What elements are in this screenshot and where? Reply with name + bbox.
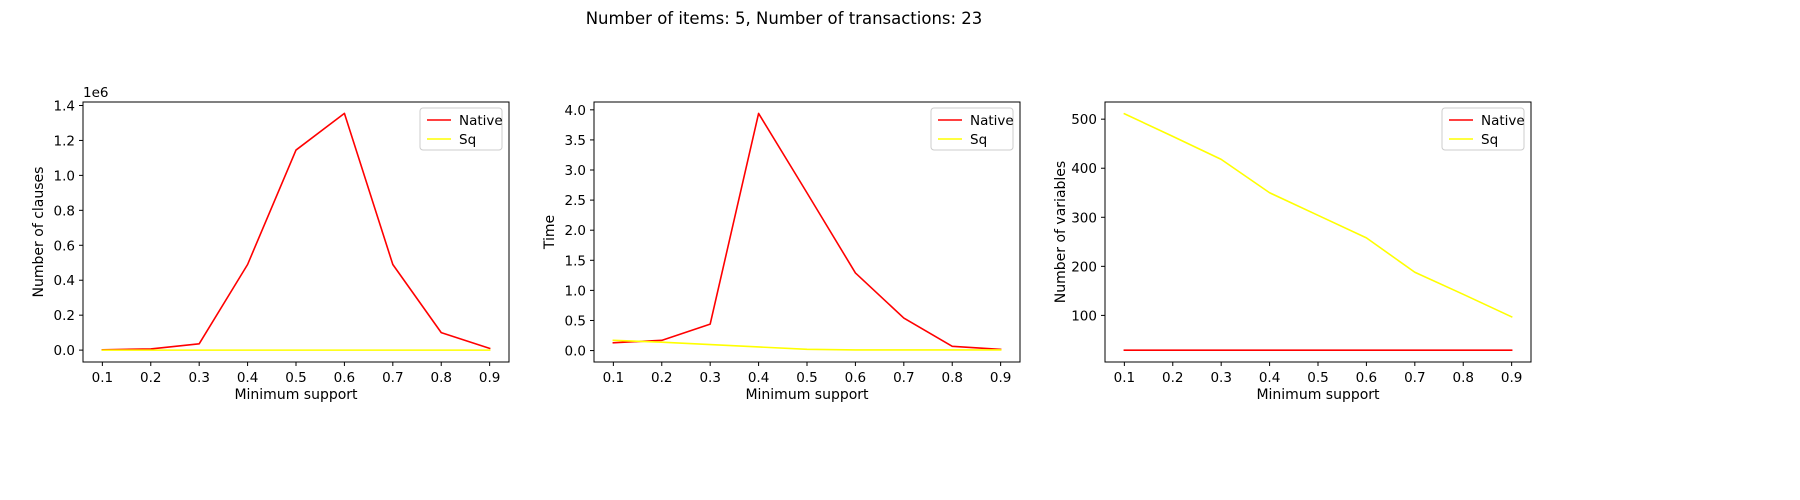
y-tick-label: 0.0	[565, 344, 586, 360]
legend-label: Sq	[1481, 132, 1498, 148]
legend: Native Sq	[419, 107, 503, 151]
chart-variables: 0.1 0.2 0.3 0.4 0.5 0.6 0.7 0.8 0.9 100 200 300 400 5…	[1053, 101, 1532, 403]
figure-suptitle: Number of items: 5, Number of transactio…	[586, 9, 983, 28]
y-tick-label: 1.0	[565, 283, 586, 299]
legend-label: Native	[1481, 113, 1525, 129]
y-axis-label: Time	[542, 215, 558, 250]
y-tick-label: 0.8	[54, 203, 75, 219]
x-tick-label: 0.7	[1404, 370, 1425, 386]
x-tick-label: 0.6	[334, 370, 355, 386]
y-tick-label: 3.5	[565, 133, 586, 149]
y-tick-label: 0.6	[54, 238, 75, 254]
x-axis-label: Minimum support	[234, 387, 358, 403]
y-tick-label: 0.0	[54, 343, 75, 359]
x-tick-label: 0.8	[941, 370, 962, 386]
y-tick-label: 1.5	[565, 253, 586, 269]
y-tick-label: 2.0	[565, 223, 586, 239]
series-line-native	[612, 112, 1002, 351]
x-tick-label: 0.9	[479, 370, 500, 386]
x-tick-label: 0.2	[140, 370, 161, 386]
x-tick-label: 0.5	[796, 370, 817, 386]
y-tick-label: 200	[1071, 259, 1097, 275]
x-tick-label: 0.2	[651, 370, 672, 386]
x-tick-label: 0.7	[382, 370, 403, 386]
y-tick-label: 1.2	[54, 133, 75, 149]
y-tick-label: 0.5	[565, 313, 586, 329]
y-tick-label: 300	[1071, 210, 1097, 226]
y-tick-label: 3.0	[565, 163, 586, 179]
legend-label: Native	[970, 113, 1014, 129]
x-tick-label: 0.3	[699, 370, 720, 386]
series-line-native	[101, 112, 491, 351]
legend: Native Sq	[930, 107, 1014, 151]
y-tick-label: 500	[1071, 112, 1097, 128]
legend-label: Sq	[459, 132, 476, 148]
x-tick-label: 0.1	[1114, 370, 1135, 386]
x-tick-label: 0.8	[1452, 370, 1473, 386]
x-tick-label: 0.6	[845, 370, 866, 386]
x-tick-label: 0.4	[237, 370, 258, 386]
legend-label: Sq	[970, 132, 987, 148]
series-line-sq	[1123, 112, 1513, 318]
x-tick-label: 0.4	[748, 370, 769, 386]
y-tick-label: 1.0	[54, 168, 75, 184]
y-tick-label: 0.4	[54, 273, 75, 289]
y-tick-label: 100	[1071, 308, 1097, 324]
series-line-sq	[612, 339, 1002, 351]
x-tick-label: 0.9	[990, 370, 1011, 386]
x-tick-label: 0.6	[1356, 370, 1377, 386]
x-tick-label: 0.1	[603, 370, 624, 386]
y-tick-label: 1.4	[54, 98, 75, 114]
y-axis-label: Number of variables	[1053, 161, 1069, 303]
x-axis-label: Minimum support	[1256, 387, 1380, 403]
y-tick-label: 0.2	[54, 308, 75, 324]
y-tick-label: 400	[1071, 161, 1097, 177]
x-tick-label: 0.1	[92, 370, 113, 386]
chart-time: 0.1 0.2 0.3 0.4 0.5 0.6 0.7 0.8 0.9 0.0 0.5 1.0 1.5 2…	[542, 101, 1021, 403]
x-axis-label: Minimum support	[745, 387, 869, 403]
x-tick-label: 0.5	[285, 370, 306, 386]
legend: Native Sq	[1441, 107, 1525, 151]
y-axis-label: Number of clauses	[31, 167, 47, 298]
x-tick-label: 0.7	[893, 370, 914, 386]
legend-label: Native	[459, 113, 503, 129]
x-tick-label: 0.9	[1501, 370, 1522, 386]
x-tick-label: 0.4	[1259, 370, 1280, 386]
x-tick-label: 0.5	[1307, 370, 1328, 386]
y-tick-label: 4.0	[565, 103, 586, 119]
y-tick-label: 2.5	[565, 193, 586, 209]
x-tick-label: 0.2	[1162, 370, 1183, 386]
x-tick-label: 0.3	[1210, 370, 1231, 386]
y-axis-offset-label: 1e6	[83, 85, 108, 101]
x-tick-label: 0.3	[188, 370, 209, 386]
x-tick-label: 0.8	[430, 370, 451, 386]
chart-clauses: 0.1 0.2 0.3 0.4 0.5 0.6 0.7 0.8 0.9 0.0 0.2 0.4 0.6 0…	[31, 85, 510, 403]
